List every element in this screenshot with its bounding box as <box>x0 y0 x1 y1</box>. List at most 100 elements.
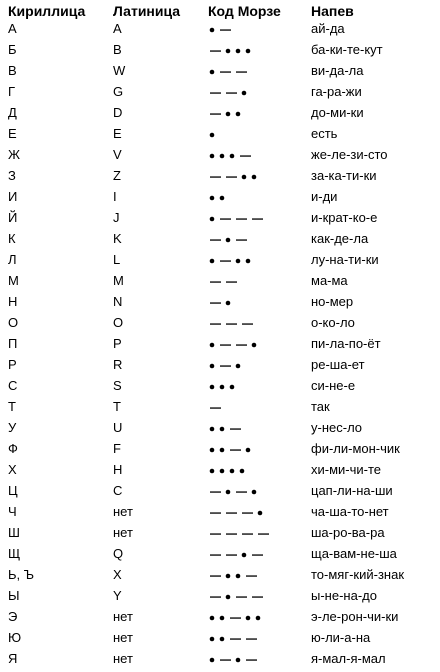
morse-dot <box>209 27 215 33</box>
morse-dash <box>210 176 221 178</box>
morse-code <box>208 126 288 142</box>
morse-dot <box>235 111 241 117</box>
morse-dash <box>220 218 231 220</box>
morse-dash <box>226 176 237 178</box>
morse-dot <box>235 48 241 54</box>
morse-dot <box>225 489 231 495</box>
morse-code <box>208 462 288 478</box>
latin-letter: H <box>113 462 123 477</box>
morse-dash <box>220 260 231 262</box>
morse-dot <box>235 657 241 663</box>
latin-letter: F <box>113 441 121 456</box>
latin-letter: J <box>113 210 120 225</box>
morse-dash <box>246 638 257 640</box>
latin-letter: C <box>113 483 123 498</box>
morse-dash <box>210 575 221 577</box>
morse-dash <box>210 323 221 325</box>
latin-letter: нет <box>113 609 133 624</box>
morse-code <box>208 420 288 436</box>
latin-letter: I <box>113 189 117 204</box>
morse-dot <box>219 426 225 432</box>
morse-code <box>208 504 288 520</box>
morse-dot <box>209 363 215 369</box>
morse-dash <box>242 533 253 535</box>
cyrillic-letter: К <box>8 231 16 246</box>
morse-code <box>208 441 288 457</box>
tune-mnemonic: ай-да <box>311 21 345 36</box>
tune-mnemonic: цап-ли-на-ши <box>311 483 393 498</box>
morse-dash <box>210 92 221 94</box>
tune-mnemonic: то-мяг-кий-знак <box>311 567 405 582</box>
cyrillic-letter: Д <box>8 105 17 120</box>
morse-dot <box>257 510 263 516</box>
tune-mnemonic: ба-ки-те-кут <box>311 42 383 57</box>
morse-dash <box>230 617 241 619</box>
tune-mnemonic: си-не-е <box>311 378 356 393</box>
morse-dot <box>219 468 225 474</box>
morse-dash <box>210 407 221 409</box>
cyrillic-letter: А <box>8 21 17 36</box>
morse-code <box>208 210 288 226</box>
morse-dash <box>210 512 221 514</box>
morse-dot <box>209 132 215 138</box>
morse-dot <box>219 615 225 621</box>
tune-mnemonic: ре-ша-ет <box>311 357 365 372</box>
morse-code <box>208 336 288 352</box>
morse-dot <box>225 111 231 117</box>
tune-mnemonic: о-ко-ло <box>311 315 355 330</box>
morse-code <box>208 105 288 121</box>
latin-letter: Y <box>113 588 122 603</box>
morse-dot <box>209 342 215 348</box>
latin-letter: L <box>113 252 121 267</box>
morse-dash <box>230 638 241 640</box>
latin-letter: V <box>113 147 122 162</box>
morse-dot <box>209 195 215 201</box>
latin-letter: O <box>113 315 124 330</box>
tune-mnemonic: так <box>311 399 330 414</box>
morse-dot <box>209 657 215 663</box>
morse-dot <box>245 258 251 264</box>
morse-dash <box>226 323 237 325</box>
latin-letter: X <box>113 567 122 582</box>
header-cyrillic: Кириллица <box>8 3 86 19</box>
tune-mnemonic: га-ра-жи <box>311 84 362 99</box>
cyrillic-letter: И <box>8 189 18 204</box>
morse-code <box>208 399 288 415</box>
latin-letter: нет <box>113 525 133 540</box>
latin-letter: E <box>113 126 122 141</box>
morse-dash <box>226 512 237 514</box>
morse-dot <box>219 195 225 201</box>
morse-dash <box>210 281 221 283</box>
morse-dash <box>246 659 257 661</box>
header-latin: Латиница <box>113 3 181 19</box>
morse-dot <box>229 384 235 390</box>
morse-dash <box>210 50 221 52</box>
tune-mnemonic: же-ле-зи-сто <box>311 147 388 162</box>
latin-letter: нет <box>113 504 133 519</box>
morse-dash <box>210 533 221 535</box>
tune-mnemonic: ма-ма <box>311 273 348 288</box>
morse-code <box>208 567 288 583</box>
morse-code <box>208 651 288 667</box>
cyrillic-letter: Ю <box>8 630 22 645</box>
morse-dot <box>241 174 247 180</box>
morse-code <box>208 21 288 37</box>
cyrillic-letter: П <box>8 336 18 351</box>
morse-dash <box>220 365 231 367</box>
morse-code <box>208 273 288 289</box>
morse-dash <box>226 92 237 94</box>
cyrillic-letter: Н <box>8 294 18 309</box>
latin-letter: D <box>113 105 123 120</box>
